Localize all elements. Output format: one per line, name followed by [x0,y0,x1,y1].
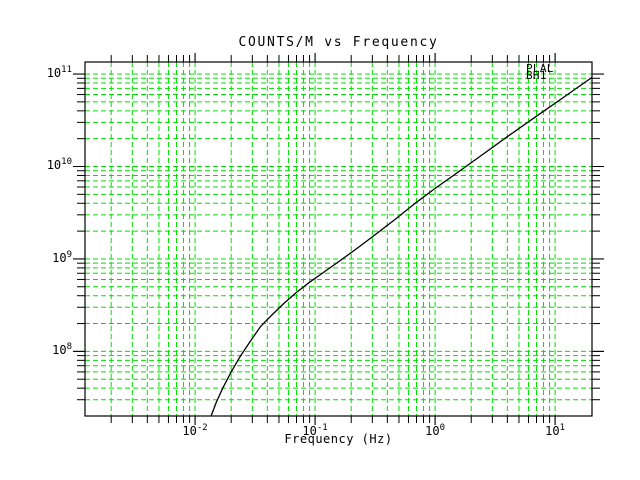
x-tick-label: 10-2 [182,423,208,438]
station-code: PLAL [526,62,554,75]
y-tick-label: 108 [52,342,72,358]
channel-code: BH1 [526,69,547,82]
y-tick-label: 109 [52,249,72,265]
y-tick-label: 1010 [46,157,72,173]
response-curve [210,76,593,417]
y-tick-label: 1011 [46,65,72,81]
x-tick-label: 100 [425,423,446,438]
x-tick-label: 101 [545,423,566,438]
plot-frame [84,61,593,417]
x-axis-label: Frequency (Hz) [284,432,393,446]
x-tick-label: 10-1 [302,423,328,438]
chart-title: COUNTS/M vs Frequency [238,35,439,50]
station-label: PLAL BH1 [526,62,554,82]
